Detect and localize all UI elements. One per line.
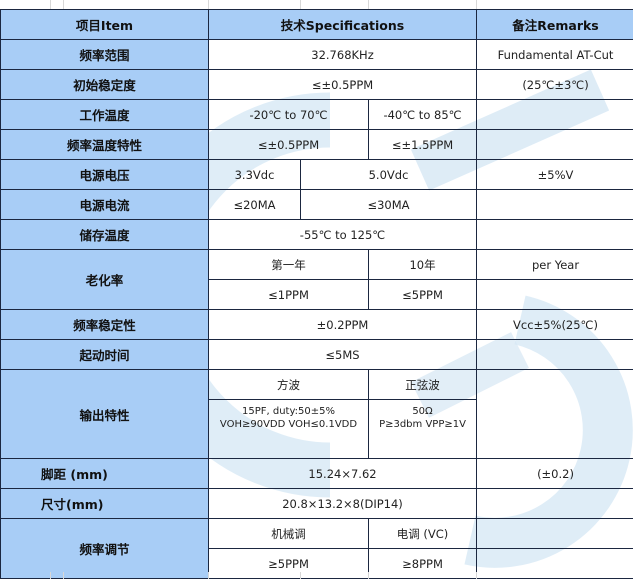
- spec-cell: 5.0Vdc: [299, 159, 478, 190]
- table-row: 频率温度特性 ≤±0.5PPM ≤±1.5PPM: [0, 129, 633, 160]
- spec-cell: 10年: [367, 249, 478, 280]
- table-row: 电源电压 3.3Vdc 5.0Vdc ±5%V: [0, 159, 633, 190]
- spec-cell: 机械调: [208, 518, 369, 549]
- remark-cell: [476, 369, 633, 459]
- spec-cell: ≤20MA: [208, 189, 301, 220]
- row-label: 初始稳定度: [0, 69, 209, 100]
- spec-cell: ≤±1.5PPM: [367, 129, 478, 160]
- row-label: 频率温度特性: [0, 129, 209, 160]
- table-row: 15PF, duty:50±5% VOH≥90VDD VOH≤0.1VDD 50…: [1, 399, 633, 459]
- spec-cell: 15.24×7.62: [207, 458, 478, 489]
- remark-cell: [476, 99, 633, 130]
- spec-cell: 正弦波: [367, 369, 478, 400]
- row-label: 储存温度: [0, 219, 209, 250]
- header-spec: 技术Specifications: [207, 9, 478, 40]
- row-label: 工作温度: [0, 99, 209, 130]
- table-row: ≤1PPM ≤5PPM: [1, 279, 633, 310]
- spec-cell: 50Ω P≥3dbm VPP≥1V: [367, 399, 478, 459]
- row-label: 频率稳定性: [0, 309, 209, 340]
- spec-cell: ±0.2PPM: [207, 309, 478, 340]
- spec-line: 50Ω: [412, 406, 433, 417]
- remark-cell: Fundamental AT-Cut: [476, 39, 633, 70]
- spec-table: 项目Item 技术Specifications 备注Remarks 频率范围 3…: [0, 9, 633, 579]
- remark-cell: [476, 548, 633, 579]
- row-label: 起动时间: [0, 339, 209, 370]
- spec-cell: 32.768KHz: [207, 39, 478, 70]
- table-row: 初始稳定度 ≤±0.5PPM (25℃±3℃): [0, 69, 633, 100]
- row-label: 脚距 (mm): [0, 458, 209, 489]
- spec-line: P≥3dbm VPP≥1V: [379, 419, 466, 430]
- spec-cell: 方波: [208, 369, 369, 400]
- table-row: 起动时间 ≤5MS: [0, 339, 633, 370]
- table-row: 频率范围 32.768KHz Fundamental AT-Cut: [0, 39, 633, 70]
- header-item: 项目Item: [0, 9, 209, 40]
- table-row: 脚距 (mm) 15.24×7.62 (±0.2): [0, 458, 633, 489]
- remark-cell: [476, 518, 633, 549]
- remark-cell: [476, 339, 633, 370]
- table-row: 尺寸(mm) 20.8×13.2×8(DIP14): [0, 488, 633, 519]
- header-remarks: 备注Remarks: [476, 9, 633, 40]
- remark-cell: ±5%V: [476, 159, 633, 190]
- row-label: 老化率: [0, 249, 209, 310]
- table-row: 频率调节 机械调 电调 (VC): [0, 518, 633, 579]
- spec-cell: ≤5PPM: [367, 279, 478, 310]
- spec-cell: ≤±0.5PPM: [208, 129, 369, 160]
- spec-cell: -20℃ to 70℃: [208, 99, 369, 130]
- spec-cell: 第一年: [208, 249, 369, 280]
- remark-cell: (±0.2): [476, 458, 633, 489]
- table-header-row: 项目Item 技术Specifications 备注Remarks: [0, 9, 633, 40]
- remark-cell: (25℃±3℃): [476, 69, 633, 100]
- table-row: 频率稳定性 ±0.2PPM Vcc±5%(25℃): [0, 309, 633, 340]
- row-label: 频率调节: [0, 518, 209, 579]
- row-label: 频率范围: [0, 39, 209, 70]
- sheet-gridlines-top: [0, 0, 633, 9]
- spec-cell: 3.3Vdc: [208, 159, 301, 190]
- row-label: 输出特性: [0, 369, 209, 459]
- remark-cell: Vcc±5%(25℃): [476, 309, 633, 340]
- table-row: ≥5PPM ≥8PPM: [1, 548, 633, 579]
- spec-cell: 20.8×13.2×8(DIP14): [207, 488, 478, 519]
- spec-cell: 15PF, duty:50±5% VOH≥90VDD VOH≤0.1VDD: [208, 399, 369, 459]
- spec-cell: -40℃ to 85℃: [367, 99, 478, 130]
- remark-cell: per Year: [476, 249, 633, 280]
- table-row: 电源电流 ≤20MA ≤30MA: [0, 189, 633, 220]
- row-label: 电源电流: [0, 189, 209, 220]
- spec-line: 15PF, duty:50±5%: [242, 406, 335, 417]
- row-label: 电源电压: [0, 159, 209, 190]
- sheet-gridlines-bottom: [0, 572, 633, 579]
- spec-cell: ≤5MS: [207, 339, 478, 370]
- table-row: 工作温度 -20℃ to 70℃ -40℃ to 85℃: [0, 99, 633, 130]
- remark-cell: [476, 488, 633, 519]
- remark-cell: [476, 219, 633, 250]
- table-row: 输出特性 方波 正弦波: [0, 369, 633, 459]
- spec-cell: 电调 (VC): [367, 518, 478, 549]
- table-row: 储存温度 -55℃ to 125℃: [0, 219, 633, 250]
- spec-line: VOH≥90VDD VOH≤0.1VDD: [219, 419, 358, 430]
- remark-cell: [476, 189, 633, 220]
- remark-cell: [476, 279, 633, 310]
- spec-cell: ≤±0.5PPM: [207, 69, 478, 100]
- row-label: 尺寸(mm): [0, 488, 209, 519]
- spec-cell: ≤30MA: [299, 189, 478, 220]
- spec-cell: -55℃ to 125℃: [207, 219, 478, 250]
- spec-cell: ≥8PPM: [367, 548, 478, 579]
- remark-cell: [476, 129, 633, 160]
- table-row: 老化率 第一年 10年 per Year: [0, 249, 633, 310]
- spec-cell: ≤1PPM: [208, 279, 369, 310]
